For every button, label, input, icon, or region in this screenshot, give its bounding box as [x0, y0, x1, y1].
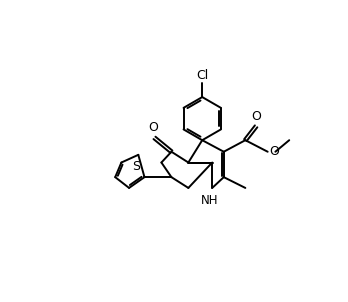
Text: O: O — [269, 145, 279, 158]
Text: S: S — [132, 160, 140, 173]
Text: Cl: Cl — [196, 69, 208, 82]
Text: O: O — [148, 121, 158, 134]
Text: NH: NH — [200, 194, 218, 207]
Text: O: O — [251, 110, 261, 123]
